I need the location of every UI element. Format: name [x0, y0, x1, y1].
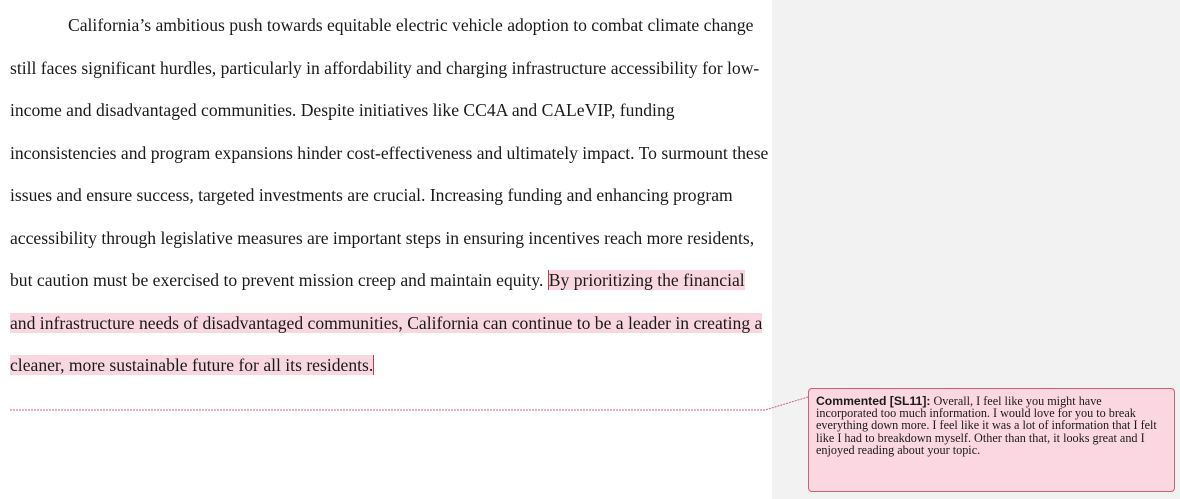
document-page: California’s ambitious push towards equi… [10, 4, 770, 387]
comment-label: Commented [SL11]: [816, 394, 931, 408]
comment-text: Overall, I feel like you might have inco… [816, 394, 1157, 457]
comment-balloon[interactable]: Commented [SL11]: Overall, I feel like y… [808, 388, 1175, 492]
comment-anchor-end [373, 355, 375, 375]
body-paragraph[interactable]: California’s ambitious push towards equi… [10, 4, 770, 387]
paragraph-text[interactable]: California’s ambitious push towards equi… [10, 15, 769, 290]
